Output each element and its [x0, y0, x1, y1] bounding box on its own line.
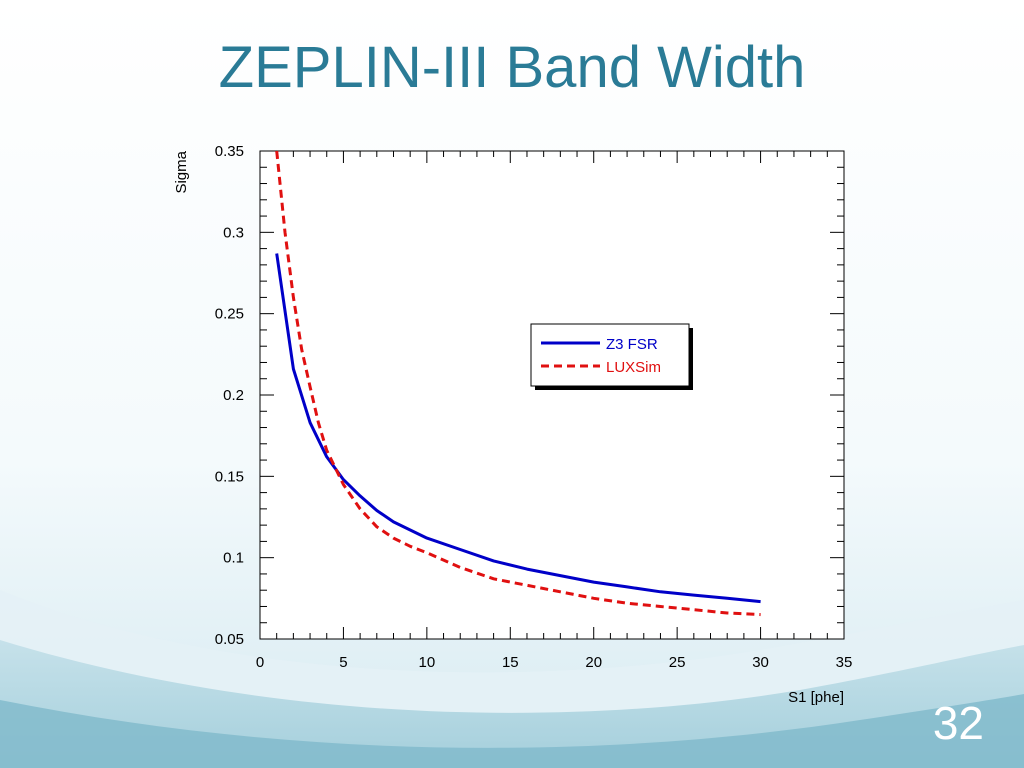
- series-line-luxsim: [275, 150, 761, 617]
- x-tick-label: 10: [419, 654, 436, 671]
- plot-area: [259, 150, 845, 640]
- series-line-z3fsr: [275, 253, 761, 604]
- y-tick-label: 0.3: [223, 224, 244, 241]
- page-number: 32: [932, 697, 984, 749]
- tick-labels: 0 5 10 15 20 25 30 35 0.05 0.1 0.15 0.2 0.25 0.3 0.35: [215, 143, 853, 671]
- legend-label-z3fsr: Z3 FSR: [606, 336, 658, 353]
- y-tick-label: 0.2: [223, 387, 244, 404]
- x-tick-label: 20: [585, 654, 602, 671]
- y-tick-label: 0.05: [215, 631, 244, 648]
- legend: Z3 FSR LUXSim: [530, 323, 693, 390]
- x-tick-label: 15: [502, 654, 519, 671]
- x-tick-label: 5: [339, 654, 347, 671]
- slide-title: ZEPLIN-III Band Width: [218, 35, 806, 100]
- x-tick-label: 25: [669, 654, 686, 671]
- legend-box: [530, 323, 690, 387]
- y-tick-label: 0.35: [215, 143, 244, 160]
- y-tick-label: 0.15: [215, 468, 244, 485]
- x-axis-label: S1 [phe]: [788, 689, 844, 706]
- x-tick-label: 0: [256, 654, 264, 671]
- series-lines: [275, 150, 761, 617]
- legend-label-luxsim: LUXSim: [606, 359, 661, 376]
- y-tick-label: 0.1: [223, 550, 244, 567]
- x-tick-label: 30: [752, 654, 769, 671]
- axis-ticks: [259, 150, 845, 640]
- y-tick-label: 0.25: [215, 306, 244, 323]
- y-axis-label: Sigma: [173, 150, 190, 193]
- x-tick-label: 35: [836, 654, 853, 671]
